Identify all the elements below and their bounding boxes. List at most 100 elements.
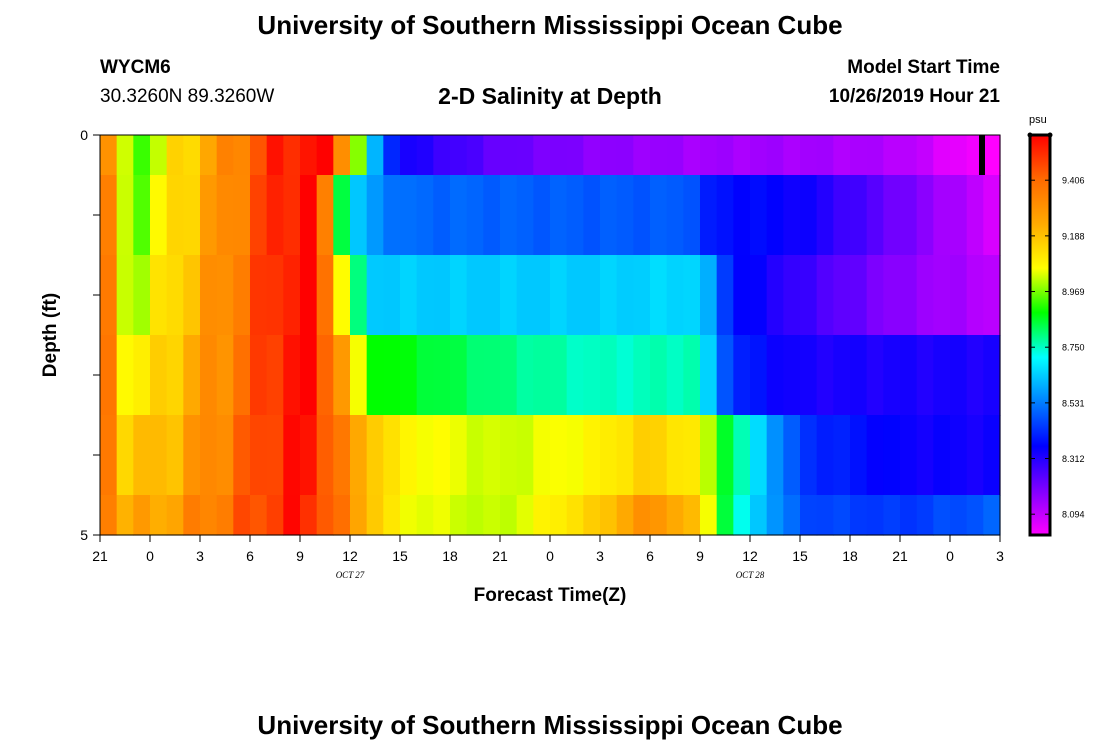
heatmap-cell	[816, 175, 834, 256]
heatmap-cell	[833, 175, 851, 256]
heatmap-cell	[383, 495, 401, 536]
heatmap-cell	[283, 175, 301, 256]
heatmap-cell	[600, 175, 618, 256]
heatmap-cell	[516, 415, 534, 496]
heatmap-cell	[533, 335, 551, 416]
heatmap-cell	[500, 495, 518, 536]
heatmap-cell	[950, 175, 968, 256]
heatmap-cell	[766, 495, 784, 536]
heatmap-cell	[750, 135, 768, 176]
heatmap-cell	[150, 415, 168, 496]
heatmap-cell	[450, 415, 468, 496]
heatmap-cell	[566, 495, 584, 536]
heatmap-cell	[733, 135, 751, 176]
heatmap-cell	[783, 135, 801, 176]
heatmap-cell	[916, 175, 934, 256]
heatmap-cell	[383, 175, 401, 256]
heatmap-cell	[816, 335, 834, 416]
heatmap-cell	[966, 255, 984, 336]
heatmap-cell	[283, 495, 301, 536]
chart-subtitle: 2-D Salinity at Depth	[438, 83, 662, 109]
heatmap-cell	[866, 135, 884, 176]
heatmap-cell	[416, 415, 434, 496]
heatmap-cell	[166, 135, 184, 176]
heatmap-cell	[483, 255, 501, 336]
heatmap-cell	[600, 135, 618, 176]
heatmap-cell	[766, 255, 784, 336]
heatmap-cell	[600, 415, 618, 496]
colorbar-frame	[1028, 133, 1052, 537]
heatmap-cell	[350, 175, 368, 256]
heatmap-cell	[733, 255, 751, 336]
heatmap-cell	[950, 495, 968, 536]
heatmap-cell	[750, 495, 768, 536]
heatmap-cell	[300, 255, 318, 336]
x-axis: 21 0 3 6 9 12 15 18 21 0 3 6 9 12 15 18 21 0 3 OCT 27 OCT 28	[92, 535, 1004, 580]
heatmap-cells	[100, 135, 1001, 536]
heatmap-cell	[266, 335, 284, 416]
heatmap-cell	[566, 135, 584, 176]
heatmap-cell	[200, 415, 218, 496]
heatmap-cell	[266, 255, 284, 336]
heatmap-cell	[266, 415, 284, 496]
heatmap-cell	[666, 175, 684, 256]
heatmap-cell	[316, 335, 334, 416]
heatmap-cell	[600, 335, 618, 416]
heatmap-cell	[916, 415, 934, 496]
heatmap-cell	[833, 495, 851, 536]
heatmap-cell	[883, 495, 901, 536]
heatmap-cell	[550, 135, 568, 176]
heatmap-cell	[216, 175, 234, 256]
heatmap-cell	[100, 175, 118, 256]
x-tick-label: 0	[946, 548, 954, 564]
heatmap-cell	[733, 415, 751, 496]
heatmap-cell	[933, 495, 951, 536]
heatmap-cell	[950, 135, 968, 176]
heatmap-cell	[683, 495, 701, 536]
heatmap-cell	[883, 175, 901, 256]
heatmap-cell	[116, 255, 134, 336]
heatmap-cell	[183, 135, 201, 176]
heatmap-cell	[716, 415, 734, 496]
y-axis-title: Depth (ft)	[40, 292, 61, 378]
heatmap-cell	[650, 495, 668, 536]
heatmap-cell	[716, 135, 734, 176]
heatmap-cell	[466, 255, 484, 336]
heatmap-cell	[716, 335, 734, 416]
heatmap-cell	[100, 135, 118, 176]
heatmap-cell	[616, 175, 634, 256]
heatmap-cell	[733, 175, 751, 256]
heatmap-cell	[666, 255, 684, 336]
heatmap-cell	[416, 135, 434, 176]
heatmap-cell	[216, 495, 234, 536]
heatmap-cell	[550, 255, 568, 336]
heatmap-cell	[850, 335, 868, 416]
x-tick-label: 9	[296, 548, 304, 564]
heatmap-cell	[533, 495, 551, 536]
heatmap-cell	[250, 495, 268, 536]
heatmap-cell	[783, 495, 801, 536]
heatmap-cell	[850, 495, 868, 536]
heatmap-cell	[900, 135, 918, 176]
colorbar-units: psu	[1029, 114, 1047, 126]
heatmap-cell	[616, 495, 634, 536]
model-start-label: Model Start Time	[847, 57, 1000, 78]
heatmap-cell	[600, 495, 618, 536]
heatmap-cell	[883, 255, 901, 336]
heatmap-cell	[366, 255, 384, 336]
heatmap-cell	[433, 175, 451, 256]
heatmap-cell	[333, 135, 351, 176]
footer-title: University of Southern Mississippi Ocean…	[257, 710, 843, 740]
heatmap-cell	[383, 255, 401, 336]
x-tick-label: 21	[892, 548, 908, 564]
x-tick-label: 9	[696, 548, 704, 564]
heatmap-cell	[250, 335, 268, 416]
heatmap-cell	[966, 335, 984, 416]
x-tick-label: 18	[442, 548, 458, 564]
heatmap-cell	[816, 495, 834, 536]
heatmap-cell	[683, 175, 701, 256]
heatmap-cell	[116, 495, 134, 536]
heatmap-cell	[650, 415, 668, 496]
heatmap-cell	[366, 175, 384, 256]
y-tick-label: 0	[80, 127, 88, 143]
